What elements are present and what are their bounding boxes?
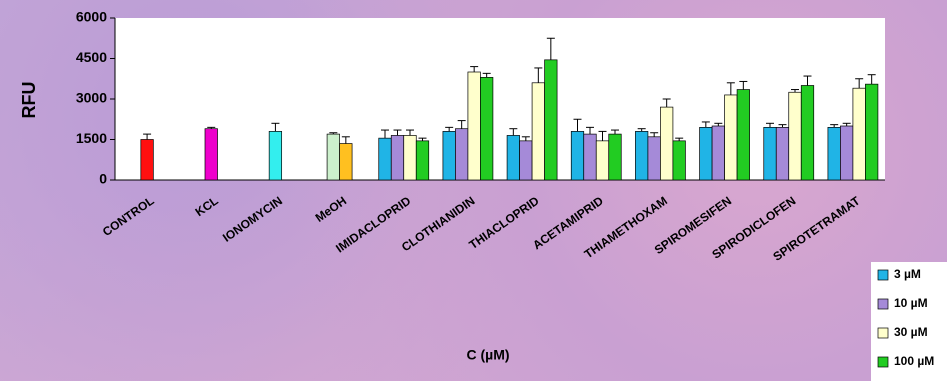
bar [468, 72, 481, 180]
legend-label: 10 µM [894, 296, 928, 310]
x-tick-label: CONTROL [100, 194, 157, 239]
x-tick-label: KCL [193, 194, 221, 220]
y-tick-label: 0 [99, 171, 107, 187]
bar [865, 84, 878, 180]
bar [416, 141, 429, 180]
x-tick-label: MeOH [313, 194, 349, 225]
x-tick-label: THIACLOPRID [466, 193, 541, 252]
bar [673, 141, 686, 180]
chart: RFU C (µM) 0 1500 3000 4500 6000 CONTROL KCLIO… [0, 0, 947, 381]
bar [404, 135, 417, 180]
y-tick-label: 1500 [76, 130, 107, 146]
legend-swatch [878, 328, 888, 338]
bar [737, 90, 750, 180]
bar [789, 92, 802, 180]
bar [532, 83, 545, 180]
legend-label: 100 µM [894, 354, 934, 368]
bar [828, 127, 841, 180]
x-axis-title: C (µM) [466, 347, 509, 363]
bar [205, 129, 218, 180]
bar [391, 135, 404, 180]
x-tick-label: IONOMYCIN [220, 194, 285, 245]
bar [712, 126, 725, 180]
bar [660, 107, 673, 180]
bar [520, 141, 533, 180]
bar [480, 77, 493, 180]
bar [443, 131, 456, 180]
bar [571, 131, 584, 180]
bar [840, 126, 853, 180]
bar [700, 127, 713, 180]
bar [327, 134, 340, 180]
y-axis-title: RFU [19, 82, 39, 119]
legend-label: 3 µM [894, 267, 921, 281]
bar [853, 88, 866, 180]
bar [584, 134, 597, 180]
bar [141, 140, 154, 181]
bar [545, 60, 558, 180]
legend-label: 30 µM [894, 325, 928, 339]
bar [776, 127, 789, 180]
legend-swatch [878, 357, 888, 367]
bar [340, 144, 353, 180]
bar [507, 135, 520, 180]
bar [635, 131, 648, 180]
bar [379, 138, 392, 180]
y-tick-label: 4500 [76, 49, 107, 65]
bar [764, 127, 777, 180]
bar [648, 137, 661, 180]
legend-swatch [878, 270, 888, 280]
bar [596, 141, 609, 180]
y-tick-label: 3000 [76, 90, 107, 106]
bar [269, 131, 282, 180]
bar [801, 86, 814, 181]
bar [725, 95, 738, 180]
legend-swatch [878, 299, 888, 309]
page: {"chart_data":{"type":"bar","y_label":"R… [0, 0, 947, 381]
bar [609, 134, 622, 180]
y-tick-label: 6000 [76, 9, 107, 25]
bar [455, 129, 468, 180]
